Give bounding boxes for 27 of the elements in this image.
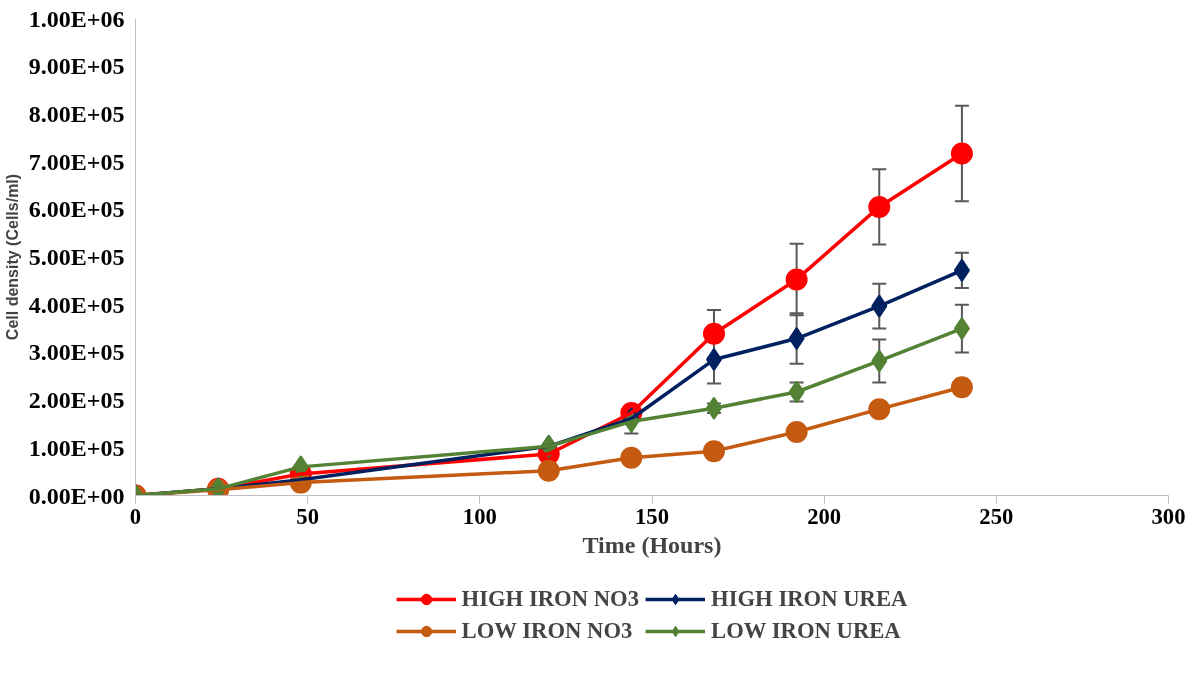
x-axis-title: Time (Hours) <box>582 531 722 558</box>
x-tick-label: 250 <box>979 503 1014 529</box>
x-tick-label: 150 <box>635 503 669 529</box>
y-tick-label: 9.00E+05 <box>28 53 125 80</box>
y-tick-label: 3.00E+05 <box>28 339 125 366</box>
x-tick-label: 200 <box>807 503 842 529</box>
x-tick-label: 100 <box>462 503 497 529</box>
y-tick-label: 1.00E+06 <box>28 5 125 32</box>
x-tick-label: 300 <box>1151 503 1186 529</box>
y-tick-label: 6.00E+05 <box>28 196 125 223</box>
y-tick-label: 4.00E+05 <box>28 291 125 318</box>
point <box>953 258 970 282</box>
y-tick-label: 2.00E+05 <box>28 387 125 414</box>
x-tick-label: 50 <box>296 503 319 529</box>
y-tick-label: 1.00E+05 <box>28 434 125 461</box>
y-tick-label: 5.00E+05 <box>28 244 125 270</box>
point <box>950 376 973 399</box>
y-tick-label: 8.00E+05 <box>28 100 125 127</box>
y-axis-title: Cell density (Cells/ml) <box>3 173 21 341</box>
x-tick-label: 0 <box>129 503 142 529</box>
legend-label: HIGH IRON NO3 <box>461 586 640 612</box>
point <box>950 142 973 165</box>
legend-label: LOW IRON UREA <box>711 618 901 644</box>
legend-label: LOW IRON NO3 <box>461 618 633 644</box>
y-tick-label: 0.00E+00 <box>28 482 125 509</box>
y-tick-label: 7.00E+05 <box>28 148 125 175</box>
legend-label: HIGH IRON UREA <box>711 586 908 612</box>
